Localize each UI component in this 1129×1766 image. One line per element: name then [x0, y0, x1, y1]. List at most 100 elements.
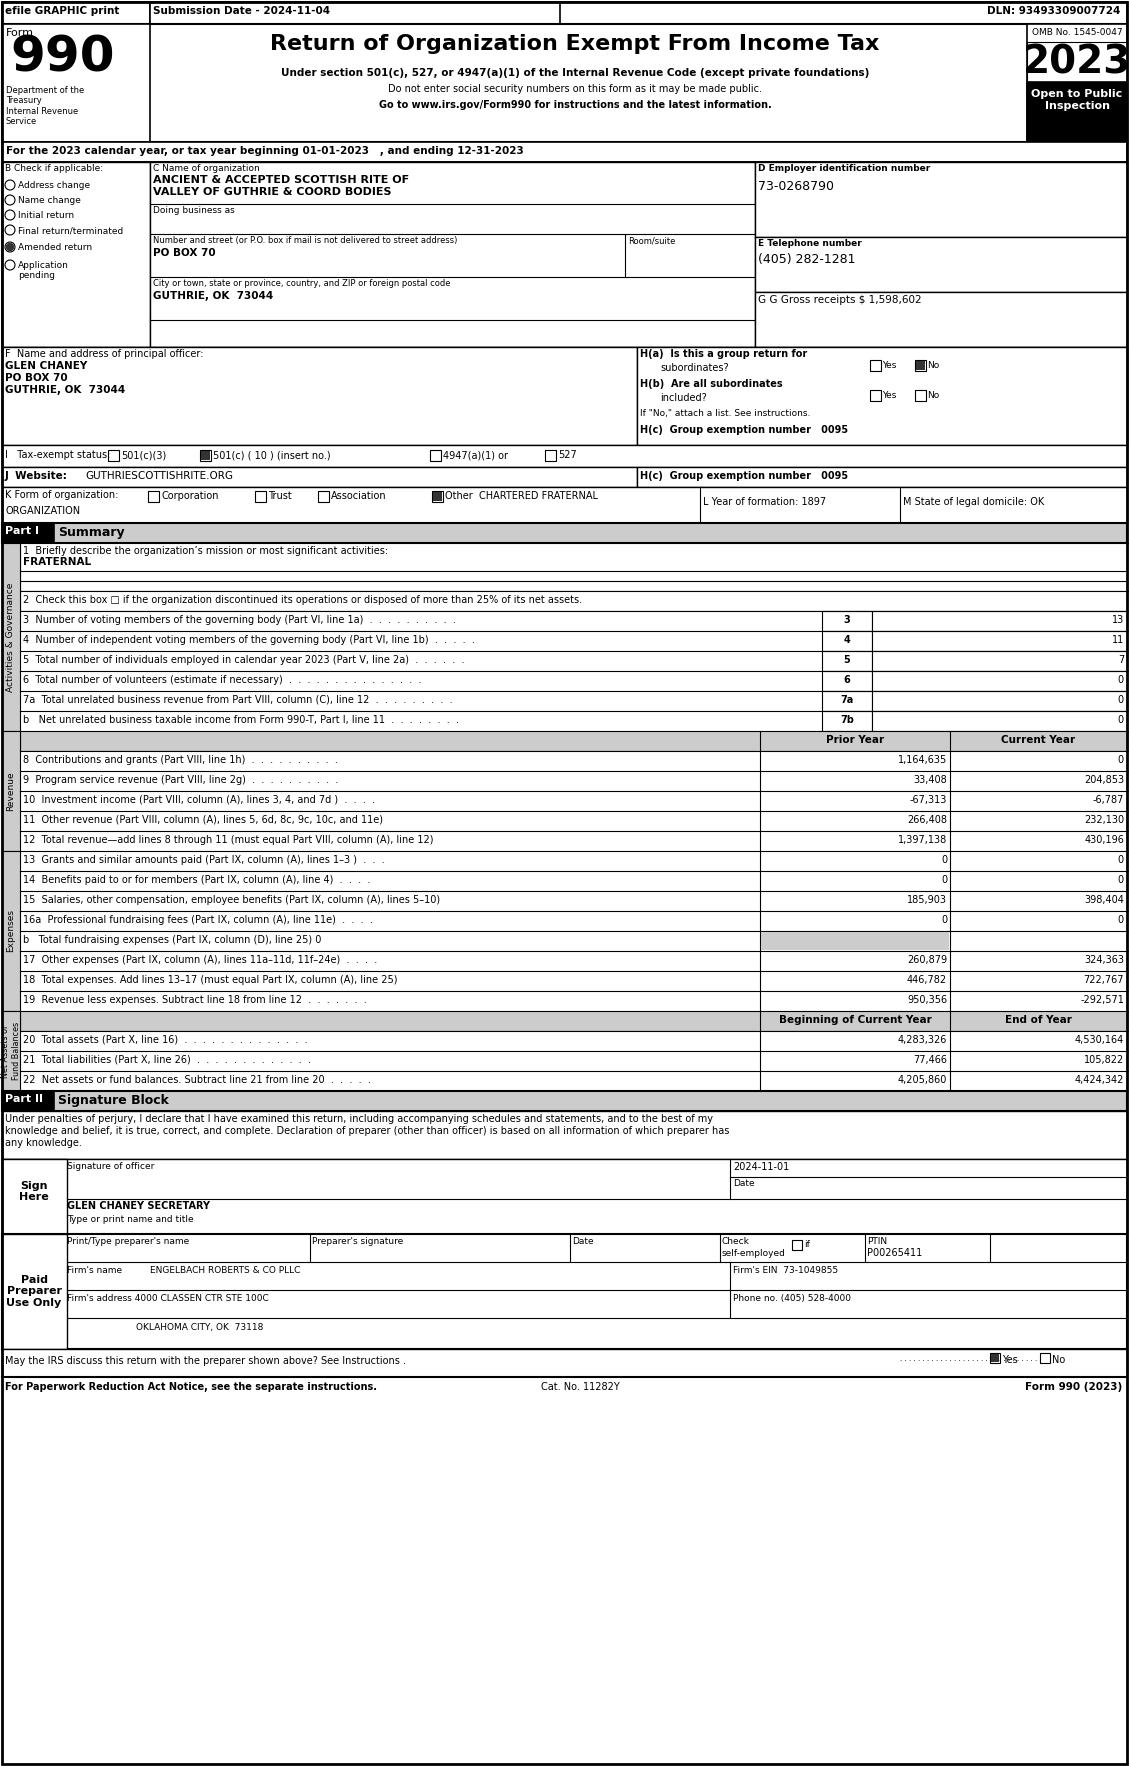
Text: 204,853: 204,853: [1084, 775, 1124, 786]
Bar: [20, 712, 1129, 731]
Text: knowledge and belief, it is true, correct, and complete. Declaration of preparer: knowledge and belief, it is true, correc…: [5, 1127, 729, 1136]
Bar: [755, 237, 1127, 291]
Text: 19  Revenue less expenses. Subtract line 18 from line 12  .  .  .  .  .  .  .: 19 Revenue less expenses. Subtract line …: [23, 994, 367, 1005]
Bar: [2, 487, 1127, 523]
Bar: [20, 871, 1129, 892]
Bar: [20, 811, 1129, 832]
Text: City or town, state or province, country, and ZIP or foreign postal code: City or town, state or province, country…: [154, 279, 450, 288]
Bar: [2, 1234, 1127, 1349]
Text: Prior Year: Prior Year: [826, 735, 884, 745]
Bar: [1040, 1353, 1050, 1363]
Text: PO BOX 70: PO BOX 70: [154, 247, 216, 258]
Text: 4: 4: [843, 636, 850, 645]
Text: B Check if applicable:: B Check if applicable:: [5, 164, 103, 173]
Text: 105,822: 105,822: [1084, 1054, 1124, 1065]
Text: 232,130: 232,130: [1084, 814, 1124, 825]
Bar: [2, 1158, 67, 1234]
Text: 11: 11: [1112, 636, 1124, 645]
Text: Corporation: Corporation: [161, 491, 219, 502]
Text: Part I: Part I: [5, 526, 40, 537]
Bar: [761, 932, 949, 950]
Bar: [822, 652, 872, 671]
Bar: [2, 25, 1127, 141]
Text: 185,903: 185,903: [907, 895, 947, 904]
Bar: [200, 450, 211, 461]
Text: any knowledge.: any knowledge.: [5, 1137, 82, 1148]
Text: H(a)  Is this a group return for: H(a) Is this a group return for: [640, 350, 807, 358]
Bar: [2, 1091, 54, 1111]
Bar: [20, 630, 1129, 652]
Bar: [2, 346, 1127, 445]
Bar: [755, 162, 1127, 237]
Bar: [201, 450, 210, 459]
Text: 17  Other expenses (Part IX, column (A), lines 11a–11d, 11f–24e)  .  .  .  .: 17 Other expenses (Part IX, column (A), …: [23, 955, 377, 964]
Text: Beginning of Current Year: Beginning of Current Year: [779, 1015, 931, 1024]
Text: b   Total fundraising expenses (Part IX, column (D), line 25) 0: b Total fundraising expenses (Part IX, c…: [23, 934, 322, 945]
Bar: [637, 466, 1127, 487]
Text: 0: 0: [1118, 675, 1124, 685]
Bar: [148, 491, 159, 502]
Text: 1,164,635: 1,164,635: [898, 756, 947, 765]
Bar: [793, 1240, 802, 1250]
Text: Print/Type preparer's name: Print/Type preparer's name: [67, 1236, 190, 1247]
Text: 11  Other revenue (Part VIII, column (A), lines 5, 6d, 8c, 9c, 10c, and 11e): 11 Other revenue (Part VIII, column (A),…: [23, 814, 383, 825]
Text: Association: Association: [331, 491, 386, 502]
Text: Preparer's signature: Preparer's signature: [312, 1236, 403, 1247]
Bar: [872, 630, 1127, 652]
Text: 7a  Total unrelated business revenue from Part VIII, column (C), line 12  .  .  : 7a Total unrelated business revenue from…: [23, 696, 453, 705]
Text: 7: 7: [1118, 655, 1124, 666]
Text: 501(c) ( 10 ) (insert no.): 501(c) ( 10 ) (insert no.): [213, 450, 331, 459]
Bar: [822, 671, 872, 691]
Bar: [20, 892, 1129, 911]
Bar: [2, 542, 20, 731]
Text: Department of the
Treasury
Internal Revenue
Service: Department of the Treasury Internal Reve…: [6, 87, 85, 125]
Text: -6,787: -6,787: [1093, 795, 1124, 805]
Bar: [20, 1070, 1129, 1091]
Bar: [822, 691, 872, 712]
Text: 4,205,860: 4,205,860: [898, 1075, 947, 1084]
Bar: [870, 360, 881, 371]
Text: 266,408: 266,408: [907, 814, 947, 825]
Bar: [255, 491, 266, 502]
Text: For the 2023 calendar year, or tax year beginning 01-01-2023   , and ending 12-3: For the 2023 calendar year, or tax year …: [6, 147, 524, 155]
Bar: [318, 491, 329, 502]
Text: -67,313: -67,313: [910, 795, 947, 805]
Text: 18  Total expenses. Add lines 13–17 (must equal Part IX, column (A), line 25): 18 Total expenses. Add lines 13–17 (must…: [23, 975, 397, 985]
Text: GLEN CHANEY SECRETARY: GLEN CHANEY SECRETARY: [67, 1201, 210, 1211]
Text: Net Assets or
Fund Balances: Net Assets or Fund Balances: [1, 1023, 20, 1081]
Bar: [2, 445, 1127, 466]
Bar: [20, 542, 1129, 592]
Bar: [2, 1349, 1127, 1377]
Text: GUTHRIE, OK  73044: GUTHRIE, OK 73044: [154, 291, 273, 300]
Bar: [430, 450, 441, 461]
Bar: [2, 1111, 1127, 1158]
Text: Date: Date: [733, 1180, 754, 1189]
Text: 4,424,342: 4,424,342: [1075, 1075, 1124, 1084]
Text: 5: 5: [843, 655, 850, 666]
Text: C Name of organization: C Name of organization: [154, 164, 260, 173]
Bar: [990, 1353, 1000, 1363]
Text: b   Net unrelated business taxable income from Form 990-T, Part I, line 11  .  .: b Net unrelated business taxable income …: [23, 715, 460, 726]
Text: Check: Check: [723, 1236, 750, 1247]
Text: ORGANIZATION: ORGANIZATION: [5, 507, 80, 516]
Text: 501(c)(3): 501(c)(3): [121, 450, 166, 459]
Text: 73-0268790: 73-0268790: [758, 180, 834, 192]
Text: 0: 0: [1118, 874, 1124, 885]
Text: 324,363: 324,363: [1084, 955, 1124, 964]
Bar: [20, 991, 1129, 1010]
Text: 1,397,138: 1,397,138: [898, 835, 947, 844]
Text: Phone no. (405) 528-4000: Phone no. (405) 528-4000: [733, 1294, 851, 1303]
Text: Activities & Governance: Activities & Governance: [7, 583, 16, 692]
Bar: [2, 523, 1127, 542]
Bar: [2, 346, 637, 445]
Text: 3: 3: [843, 615, 850, 625]
Text: D Employer identification number: D Employer identification number: [758, 164, 930, 173]
Text: Cat. No. 11282Y: Cat. No. 11282Y: [541, 1383, 620, 1392]
Bar: [20, 1031, 1129, 1051]
Bar: [20, 652, 1129, 671]
Text: -292,571: -292,571: [1080, 994, 1124, 1005]
Bar: [1027, 25, 1127, 141]
Text: I   Tax-exempt status:: I Tax-exempt status:: [5, 450, 111, 459]
Text: 430,196: 430,196: [1084, 835, 1124, 844]
Text: 0: 0: [1118, 696, 1124, 705]
